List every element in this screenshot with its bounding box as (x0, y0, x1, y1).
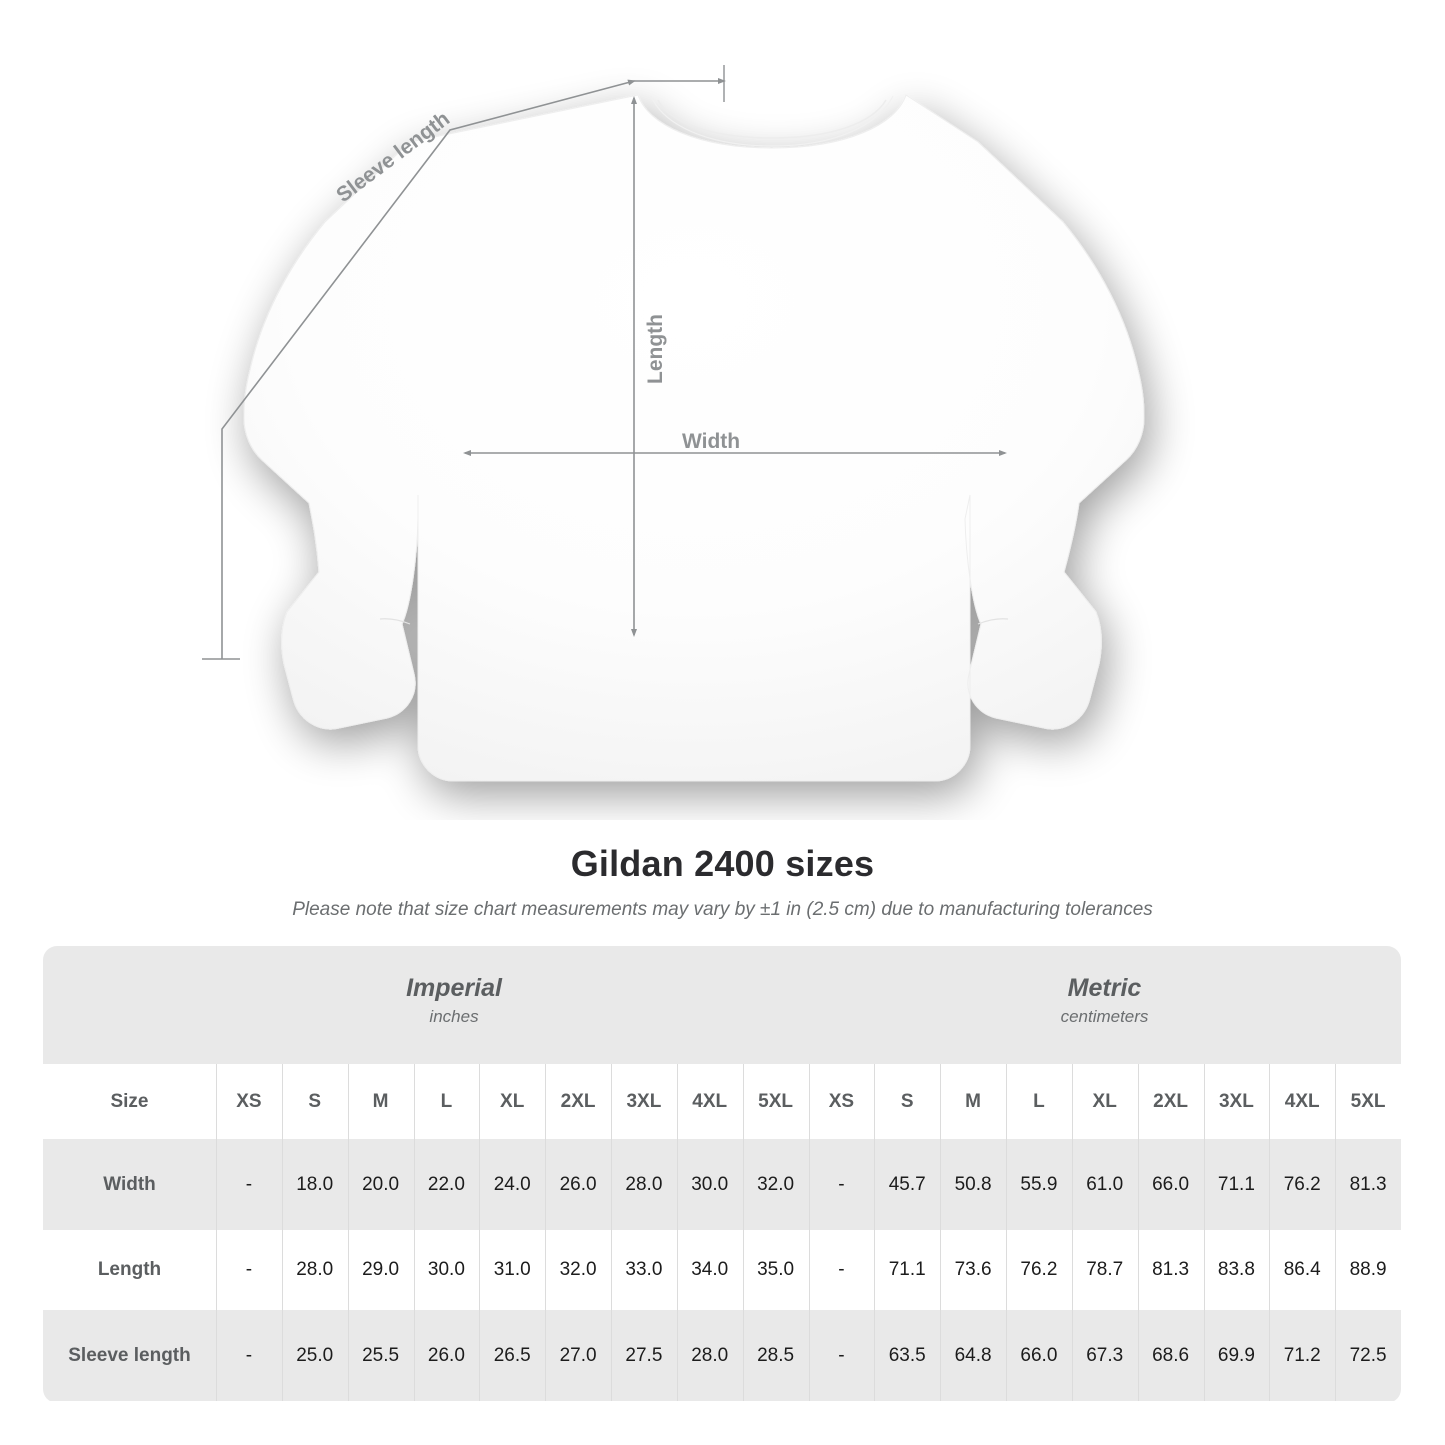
svg-text:Length: Length (644, 314, 667, 384)
svg-text:Width: Width (682, 430, 740, 453)
svg-text:Sleeve length: Sleeve length (332, 107, 454, 207)
